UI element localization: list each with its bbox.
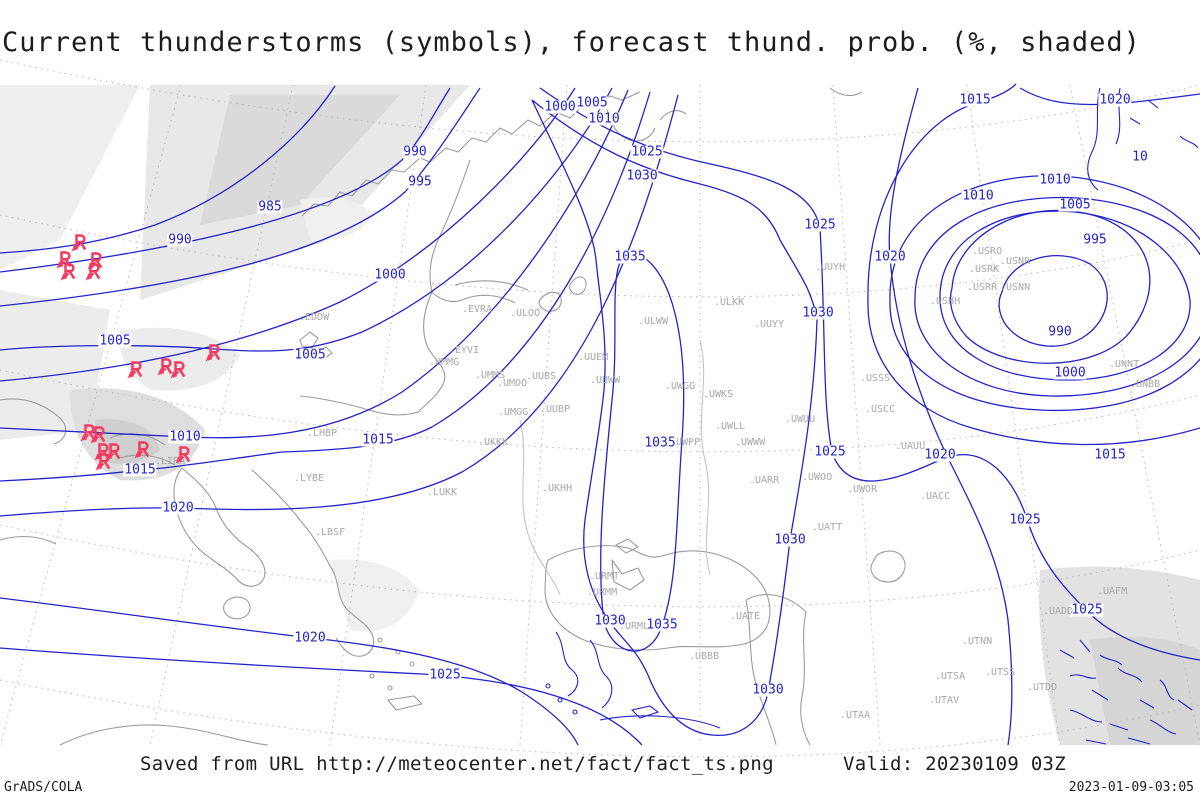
footer-valid-time: Valid: 20230109 03Z [843, 753, 1067, 775]
probability-shading-layer [0, 85, 1200, 745]
water-layer [545, 87, 1199, 745]
coastline-layer [0, 87, 906, 746]
isobar-layer [0, 83, 1200, 746]
footer-timestamp: 2023-01-09-03:05 [1068, 780, 1194, 795]
footer-generator: GrADS/COLA [4, 780, 83, 795]
graticule-layer [0, 59, 1200, 758]
page-title: Current thunderstorms (symbols), forecas… [2, 27, 1141, 58]
footer-source-url: Saved from URL http://meteocenter.net/fa… [140, 753, 774, 775]
